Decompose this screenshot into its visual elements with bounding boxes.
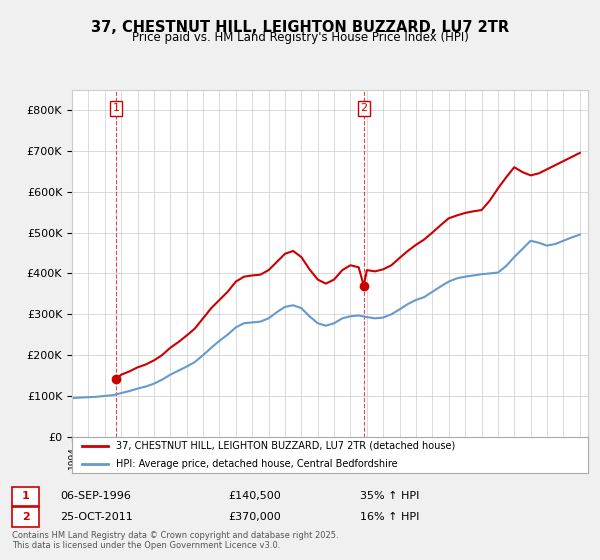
Text: 37, CHESTNUT HILL, LEIGHTON BUZZARD, LU7 2TR (detached house): 37, CHESTNUT HILL, LEIGHTON BUZZARD, LU7… [116,441,455,451]
Text: 35% ↑ HPI: 35% ↑ HPI [360,492,419,501]
Text: 2: 2 [22,512,29,522]
Text: £370,000: £370,000 [228,512,281,522]
FancyBboxPatch shape [12,487,39,506]
Text: £140,500: £140,500 [228,492,281,501]
Text: 25-OCT-2011: 25-OCT-2011 [60,512,133,522]
Text: 1: 1 [112,104,119,114]
Text: Price paid vs. HM Land Registry's House Price Index (HPI): Price paid vs. HM Land Registry's House … [131,31,469,44]
Text: 16% ↑ HPI: 16% ↑ HPI [360,512,419,522]
Text: 1: 1 [22,492,29,501]
Text: 37, CHESTNUT HILL, LEIGHTON BUZZARD, LU7 2TR: 37, CHESTNUT HILL, LEIGHTON BUZZARD, LU7… [91,20,509,35]
Text: 06-SEP-1996: 06-SEP-1996 [60,492,131,501]
Text: 2: 2 [360,104,367,114]
FancyBboxPatch shape [12,507,39,526]
Text: Contains HM Land Registry data © Crown copyright and database right 2025.
This d: Contains HM Land Registry data © Crown c… [12,530,338,550]
Text: HPI: Average price, detached house, Central Bedfordshire: HPI: Average price, detached house, Cent… [116,459,397,469]
